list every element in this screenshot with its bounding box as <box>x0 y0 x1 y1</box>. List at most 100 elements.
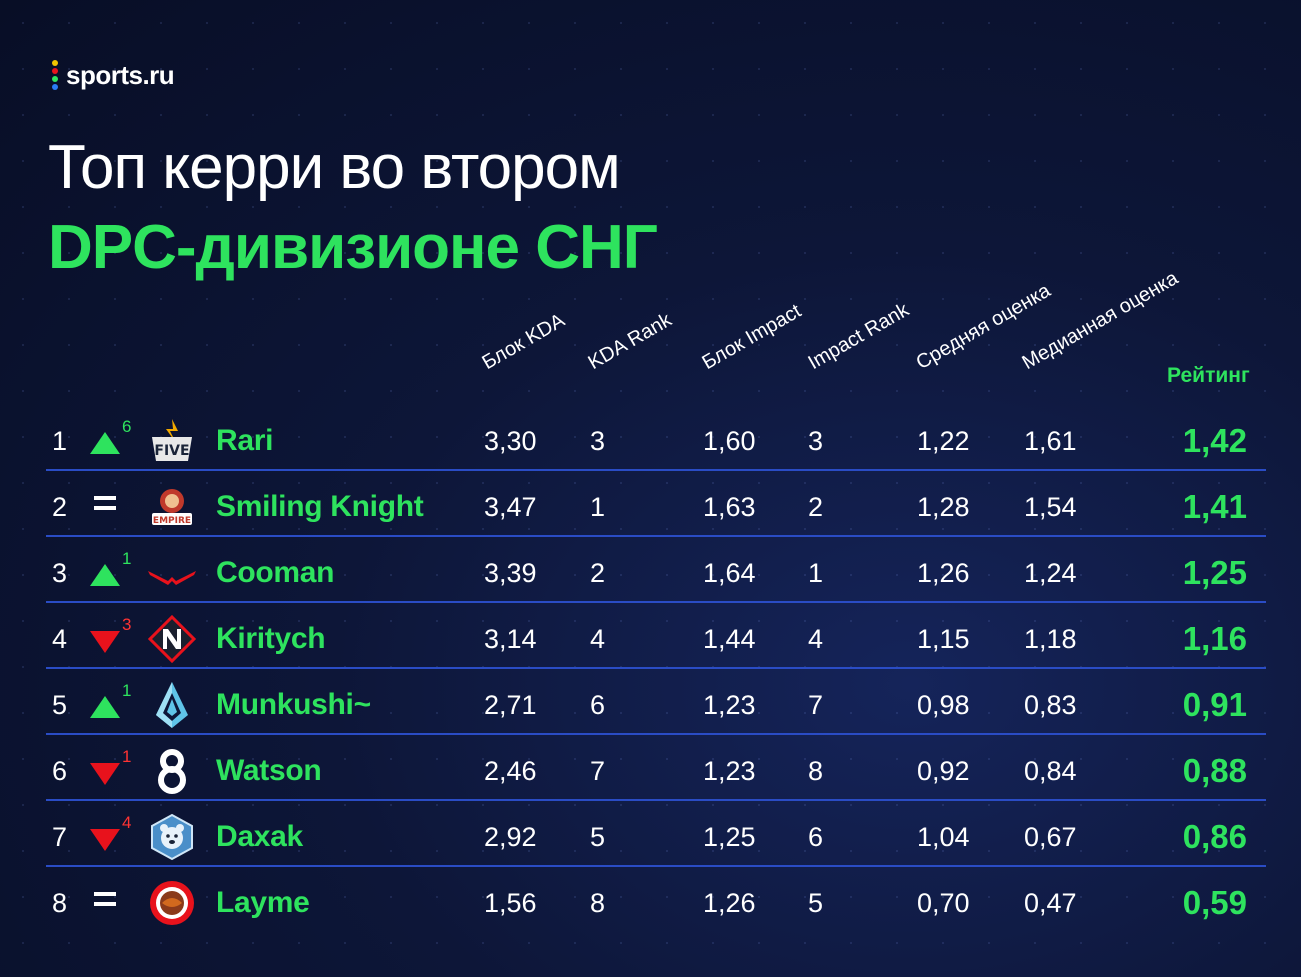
trend-same-indicator <box>90 870 140 936</box>
kda-block-value: 2,92 <box>484 822 537 852</box>
impact-block-value: 1,63 <box>703 492 756 522</box>
kda-rank-value: 1 <box>590 492 606 522</box>
rating-value: 0,91 <box>1182 686 1247 723</box>
rating-value: 1,41 <box>1182 488 1247 525</box>
brand-dots-icon <box>52 58 60 92</box>
rank-number: 7 <box>52 822 68 852</box>
rank-number: 3 <box>52 558 68 588</box>
rank-delta: 4 <box>122 813 132 832</box>
equal-icon <box>94 496 116 512</box>
table-row: 3 1 Cooman 3,39 2 1,64 1 1,26 1,24 1,25 <box>0 540 1301 606</box>
row-divider <box>46 667 1266 669</box>
rank-delta: 1 <box>122 549 132 568</box>
table-row: 2 EMPIRE Smiling Knight 3,47 1 1,63 2 1,… <box>0 474 1301 540</box>
avg-score-value: 1,28 <box>917 492 970 522</box>
column-header-impact-block: Блок Impact <box>698 299 805 375</box>
player-name: Layme <box>216 886 310 919</box>
svg-text:EMPIRE: EMPIRE <box>153 516 191 526</box>
kda-block-value: 1,56 <box>484 888 537 918</box>
median-score-value: 1,24 <box>1024 558 1077 588</box>
median-score-value: 1,54 <box>1024 492 1077 522</box>
brand-name: sports.ru <box>66 59 175 90</box>
kda-rank-value: 3 <box>590 426 606 456</box>
player-name: Watson <box>216 754 322 787</box>
row-divider <box>46 469 1266 471</box>
kda-rank-value: 2 <box>590 558 606 588</box>
hotchoco-logo-icon <box>148 879 196 927</box>
kda-rank-value: 6 <box>590 690 606 720</box>
row-divider <box>46 601 1266 603</box>
kda-rank-value: 4 <box>590 624 606 654</box>
table-row: 4 3 Kiritych 3,14 4 1,44 4 1,15 1,18 1,1… <box>0 606 1301 672</box>
median-score-value: 1,61 <box>1024 426 1077 456</box>
rating-value: 1,16 <box>1182 620 1247 657</box>
impact-rank-value: 2 <box>808 492 824 522</box>
arrow-up-icon <box>90 432 120 454</box>
b8-logo-icon <box>148 747 196 795</box>
rank-number: 4 <box>52 624 68 654</box>
avg-score-value: 0,70 <box>917 888 970 918</box>
impact-block-value: 1,26 <box>703 888 756 918</box>
rating-value: 1,42 <box>1182 422 1247 459</box>
table-row: 5 1 Munkushi~ 2,71 6 1,23 7 0,98 0,83 0,… <box>0 672 1301 738</box>
median-score-value: 0,47 <box>1024 888 1077 918</box>
kda-block-value: 3,47 <box>484 492 537 522</box>
five-logo-icon: FIVE <box>148 417 196 465</box>
rank-number: 2 <box>52 492 68 522</box>
rank-number: 5 <box>52 690 68 720</box>
rank-number: 1 <box>52 426 68 456</box>
median-score-value: 0,67 <box>1024 822 1077 852</box>
impact-rank-value: 3 <box>808 426 824 456</box>
trend-up-indicator: 1 <box>90 540 140 606</box>
impact-rank-value: 8 <box>808 756 824 786</box>
rank-number: 6 <box>52 756 68 786</box>
avg-score-value: 0,92 <box>917 756 970 786</box>
column-header-rating: Рейтинг <box>1167 364 1250 387</box>
avg-score-value: 0,98 <box>917 690 970 720</box>
trend-down-indicator: 4 <box>90 804 140 870</box>
player-name: Smiling Knight <box>216 490 424 523</box>
impact-block-value: 1,64 <box>703 558 756 588</box>
trend-same-indicator <box>90 474 140 540</box>
kda-block-value: 2,71 <box>484 690 537 720</box>
column-header-impact-rank: Impact Rank <box>804 298 913 375</box>
rank-number: 8 <box>52 888 68 918</box>
median-score-value: 0,83 <box>1024 690 1077 720</box>
column-header-kda-block: Блок KDA <box>478 309 569 375</box>
kda-rank-value: 7 <box>590 756 606 786</box>
arrow-down-icon <box>90 829 120 851</box>
nemiga-logo-icon <box>147 614 197 664</box>
median-score-value: 0,84 <box>1024 756 1077 786</box>
arrow-down-icon <box>90 631 120 653</box>
player-name: Munkushi~ <box>216 688 371 721</box>
empire-logo-icon: EMPIRE <box>148 483 196 531</box>
impact-block-value: 1,60 <box>703 426 756 456</box>
row-divider <box>46 535 1266 537</box>
player-name: Daxak <box>216 820 303 853</box>
avg-score-value: 1,15 <box>917 624 970 654</box>
impact-block-value: 1,44 <box>703 624 756 654</box>
brand-logo[interactable]: sports.ru <box>52 58 175 92</box>
virtus-pro-logo-icon <box>148 549 196 597</box>
kda-block-value: 3,39 <box>484 558 537 588</box>
kda-rank-value: 5 <box>590 822 606 852</box>
arrow-up-icon <box>90 564 120 586</box>
arrow-up-icon <box>90 696 120 718</box>
avg-score-value: 1,22 <box>917 426 970 456</box>
column-header-kda-rank: KDA Rank <box>584 308 676 375</box>
page-title-line2: DPC-дивизионе СНГ <box>48 213 658 282</box>
avg-score-value: 1,26 <box>917 558 970 588</box>
impact-rank-value: 1 <box>808 558 824 588</box>
rank-delta: 1 <box>122 747 132 766</box>
row-divider <box>46 799 1266 801</box>
arrow-down-icon <box>90 763 120 785</box>
rank-delta: 6 <box>122 417 132 436</box>
impact-rank-value: 4 <box>808 624 824 654</box>
kda-block-value: 3,30 <box>484 426 537 456</box>
rating-value: 0,86 <box>1182 818 1247 855</box>
rank-delta: 3 <box>122 615 132 634</box>
rank-delta: 1 <box>122 681 132 700</box>
table-row: 6 1 Watson 2,46 7 1,23 8 0,92 0,84 0,88 <box>0 738 1301 804</box>
player-name: Rari <box>216 424 274 457</box>
player-name: Cooman <box>216 556 335 589</box>
